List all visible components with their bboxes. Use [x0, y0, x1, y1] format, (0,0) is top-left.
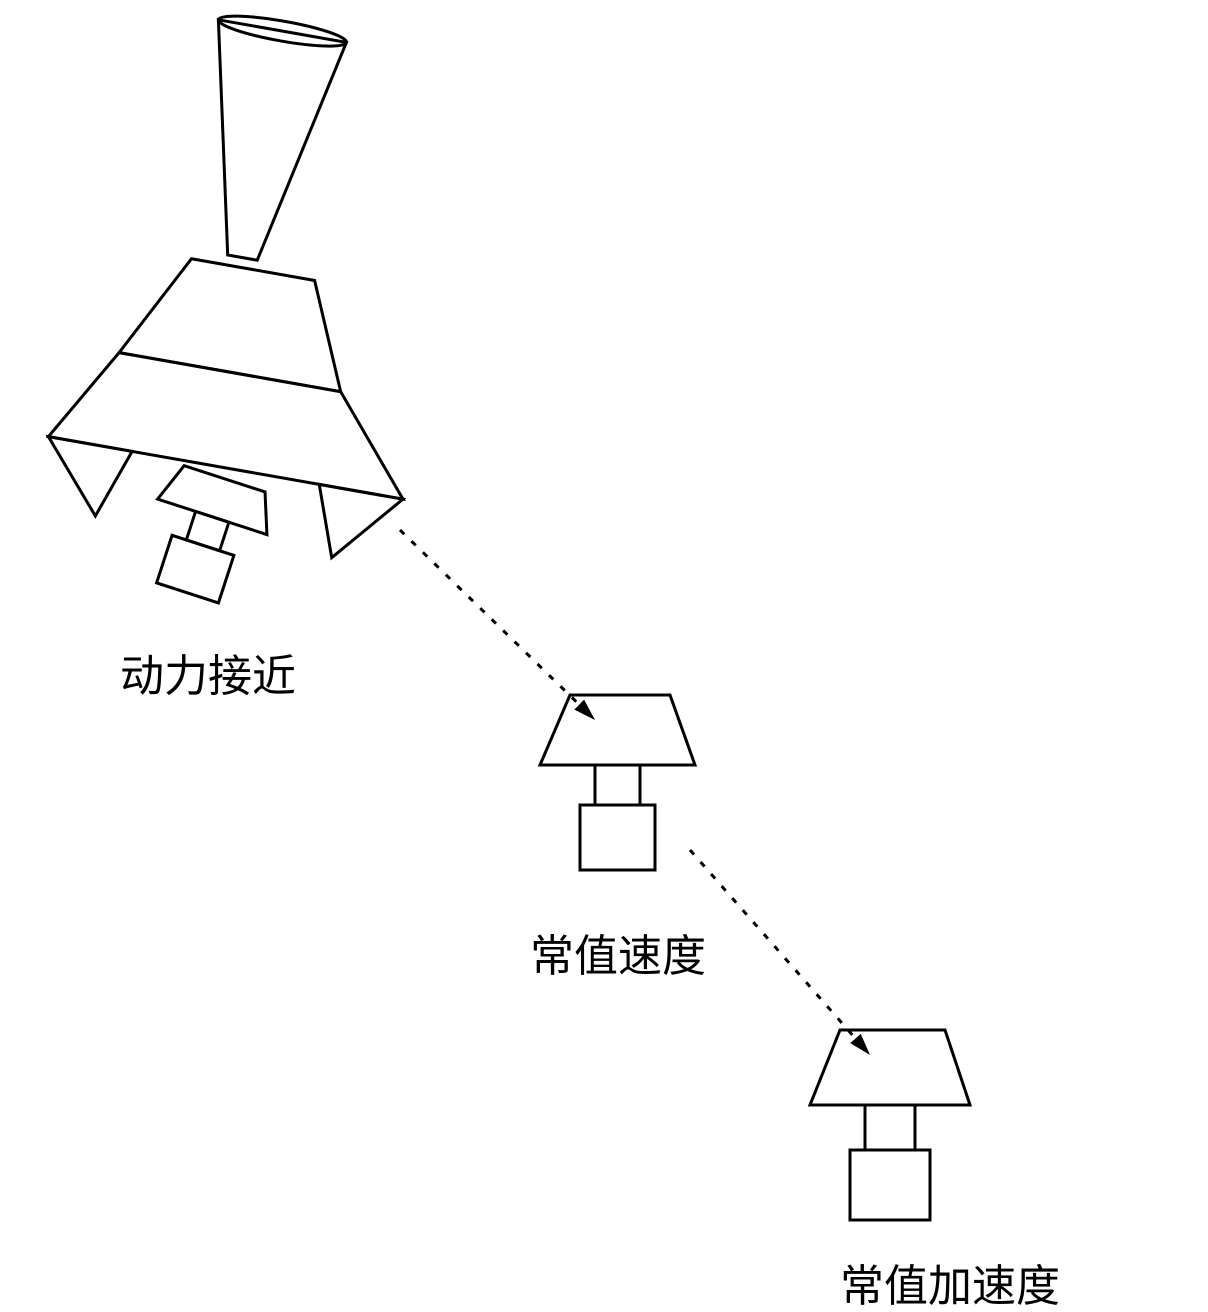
trajectory-arrow-2 — [690, 850, 855, 1038]
parachute-canopy — [178, 20, 346, 269]
arrowhead-2 — [850, 1034, 870, 1055]
phase2-label: 常值速度 — [530, 920, 706, 984]
probe-mid — [540, 695, 695, 870]
probe-low — [810, 1030, 970, 1220]
arrowhead-1 — [574, 700, 595, 720]
phase1-label: 动力接近 — [120, 640, 296, 704]
lander-probe — [133, 461, 279, 611]
phase3-label: 常值加速度 — [840, 1250, 1060, 1312]
trajectory-arrow-1 — [400, 530, 579, 705]
lander-assembly — [25, 0, 482, 635]
